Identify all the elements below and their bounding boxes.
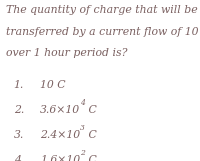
Text: 3: 3 [80, 124, 85, 132]
Text: 4.: 4. [14, 155, 24, 161]
Text: C: C [85, 155, 97, 161]
Text: C: C [85, 130, 97, 140]
Text: 2: 2 [80, 149, 85, 157]
Text: 10 C: 10 C [40, 80, 66, 90]
Text: 4: 4 [80, 99, 85, 107]
Text: C: C [85, 105, 97, 115]
Text: 2.4×10: 2.4×10 [40, 130, 80, 140]
Text: 1.6×10: 1.6×10 [40, 155, 80, 161]
Text: 2.: 2. [14, 105, 24, 115]
Text: over 1 hour period is?: over 1 hour period is? [6, 48, 128, 58]
Text: 1.: 1. [14, 80, 24, 90]
Text: 3.: 3. [14, 130, 24, 140]
Text: transferred by a current flow of 10 A: transferred by a current flow of 10 A [6, 27, 200, 37]
Text: The quantity of charge that will be: The quantity of charge that will be [6, 5, 198, 15]
Text: 3.6×10: 3.6×10 [40, 105, 80, 115]
